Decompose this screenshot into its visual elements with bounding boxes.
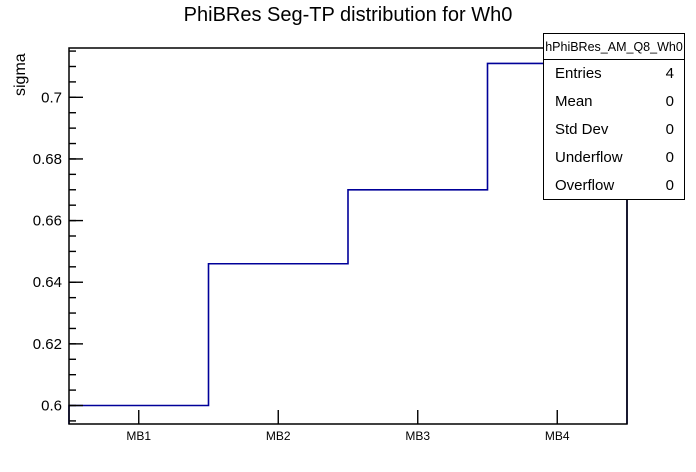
x-tick-label: MB3 (405, 429, 430, 443)
x-tick-label: MB1 (126, 429, 151, 443)
stat-value: 0 (665, 120, 674, 138)
chart-title: PhiBRes Seg-TP distribution for Wh0 (183, 4, 513, 26)
stat-label: Mean (555, 93, 593, 111)
stats-box: hPhiBRes_AM_Q8_Wh0 Entries 4 Mean 0 Std … (543, 33, 685, 200)
stat-value: 0 (665, 176, 674, 194)
stat-label: Std Dev (555, 120, 609, 138)
plot-frame (68, 47, 628, 425)
stat-value: 4 (665, 65, 674, 83)
y-axis-title: sigma (12, 53, 29, 96)
y-tick-label: 0.6 (41, 398, 62, 415)
y-tick-label: 0.68 (33, 151, 62, 168)
stat-value: 0 (665, 148, 674, 166)
stat-value: 0 (665, 93, 674, 111)
stat-row-stddev: Std Dev 0 (544, 116, 684, 144)
y-tick-label: 0.64 (33, 274, 62, 291)
stat-row-overflow: Overflow 0 (544, 171, 684, 199)
stat-row-entries: Entries 4 (544, 60, 684, 88)
stat-row-underflow: Underflow 0 (544, 143, 684, 171)
y-tick-label: 0.66 (33, 213, 62, 230)
stat-row-mean: Mean 0 (544, 88, 684, 116)
stat-label: Entries (555, 65, 602, 83)
x-tick-label: MB2 (266, 429, 291, 443)
stat-label: Underflow (555, 148, 623, 166)
y-tick-label: 0.62 (33, 336, 62, 353)
y-tick-label: 0.7 (41, 89, 62, 106)
stats-rows: Entries 4 Mean 0 Std Dev 0 Underflow 0 O… (544, 60, 684, 199)
stat-label: Overflow (555, 176, 615, 194)
x-tick-label: MB4 (545, 429, 570, 443)
stats-box-title: hPhiBRes_AM_Q8_Wh0 (544, 34, 684, 60)
